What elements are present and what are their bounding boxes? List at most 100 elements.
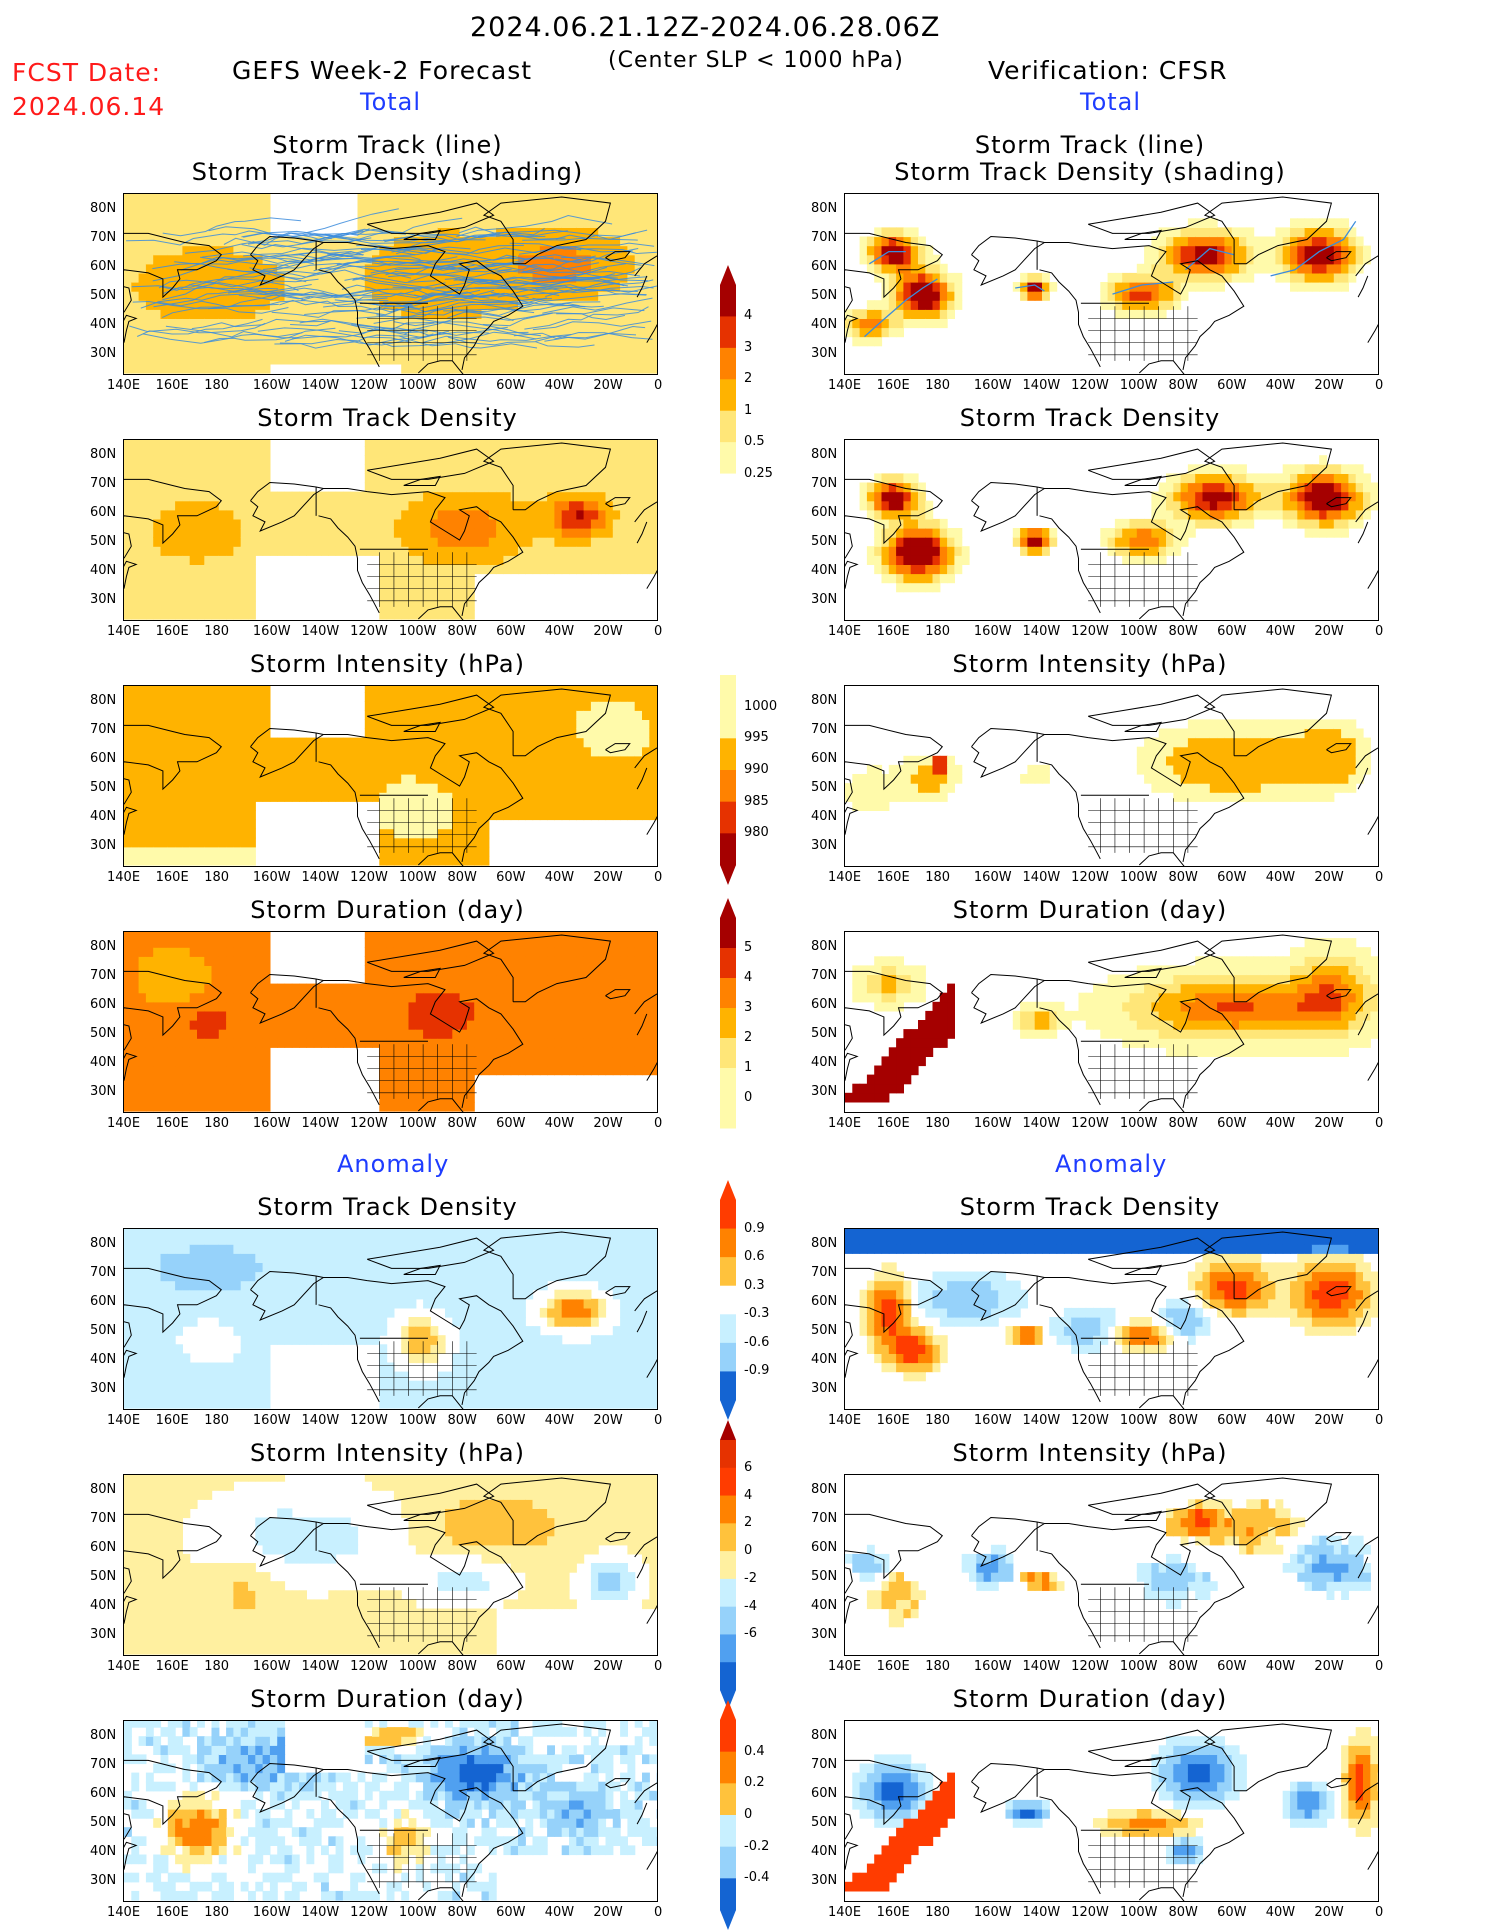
field-cell: [263, 218, 271, 228]
field-cell: [204, 194, 212, 201]
field-cell: [438, 464, 446, 474]
field-cell: [911, 273, 919, 283]
field-cell: [474, 729, 482, 739]
field-cell: [657, 218, 658, 228]
field-cell: [168, 686, 176, 693]
field-cell: [153, 510, 161, 520]
field-cell: [547, 564, 555, 574]
lon-tick-label: 140W: [1023, 378, 1061, 393]
field-cell: [940, 273, 948, 283]
field-cell: [896, 792, 904, 802]
field-cell: [204, 346, 212, 356]
field-cell: [409, 810, 417, 820]
field-cell: [1312, 738, 1320, 748]
field-cell: [401, 774, 409, 784]
field-cell: [1290, 227, 1298, 237]
field-cell: [387, 692, 395, 702]
field-cell: [292, 747, 300, 757]
field-cell: [1188, 528, 1196, 538]
field-cell: [576, 555, 584, 565]
field-cell: [321, 355, 329, 365]
field-cell: [591, 555, 599, 565]
field-cell: [518, 237, 526, 247]
field-cell: [212, 519, 220, 529]
field-cell: [394, 810, 402, 820]
field-cell: [496, 510, 504, 520]
field-cell: [1173, 246, 1181, 256]
field-cell: [627, 510, 635, 520]
field-cell: [874, 483, 882, 493]
field-cell: [233, 820, 241, 830]
field-cell: [1020, 774, 1028, 784]
field-cell: [241, 455, 249, 465]
field-cell: [219, 686, 227, 693]
field-cell: [1122, 528, 1130, 538]
field-cell: [161, 492, 169, 502]
field-cell: [175, 364, 183, 374]
field-cell: [161, 838, 169, 848]
field-cell: [1188, 282, 1196, 292]
field-cell: [635, 792, 643, 802]
field-cell: [226, 838, 234, 848]
field-cell: [613, 701, 621, 711]
field-cell: [649, 200, 657, 210]
field-cell: [649, 701, 657, 711]
field-cell: [423, 592, 431, 602]
field-cell: [635, 719, 643, 729]
lon-tick-label: 160W: [974, 624, 1012, 639]
field-cell: [1297, 792, 1305, 802]
field-cell: [190, 194, 198, 201]
field-cell: [1020, 546, 1028, 556]
field-cell: [896, 510, 904, 520]
field-cell: [562, 501, 570, 511]
field-cell: [1122, 519, 1130, 529]
field-cell: [627, 747, 635, 757]
lat-tick-label: 50N: [811, 534, 837, 549]
field-cell: [474, 692, 482, 702]
field-cell: [1210, 747, 1218, 757]
field-cell: [197, 574, 205, 584]
field-cell: [1115, 546, 1123, 556]
field-cell: [467, 564, 475, 574]
field-cell: [1246, 756, 1254, 766]
field-cell: [358, 747, 366, 757]
field-cell: [1348, 719, 1356, 729]
field-cell: [423, 528, 431, 538]
field-cell: [613, 291, 621, 301]
field-cell: [852, 783, 860, 793]
field-cell: [452, 346, 460, 356]
field-cell: [918, 765, 926, 775]
field-cell: [277, 546, 285, 556]
field-cell: [401, 829, 409, 839]
field-cell: [1115, 519, 1123, 529]
field-cell: [518, 765, 526, 775]
field-cell: [576, 774, 584, 784]
field-cell: [131, 455, 139, 465]
field-cell: [241, 446, 249, 456]
field-cell: [153, 701, 161, 711]
field-cell: [1319, 264, 1327, 274]
field-cell: [416, 564, 424, 574]
field-cell: [212, 574, 220, 584]
field-cell: [1341, 264, 1349, 274]
field-cell: [613, 765, 621, 775]
field-cell: [365, 537, 373, 547]
field-cell: [292, 528, 300, 538]
lat-tick-label: 50N: [90, 780, 116, 795]
field-cell: [518, 501, 526, 511]
field-cell: [525, 200, 533, 210]
field-cell: [874, 537, 882, 547]
field-cell: [903, 519, 911, 529]
field-cell: [401, 765, 409, 775]
field-cell: [379, 318, 387, 328]
field-cell: [168, 592, 176, 602]
field-cell: [1159, 264, 1167, 274]
field-cell: [540, 810, 548, 820]
field-cell: [460, 829, 468, 839]
field-cell: [511, 510, 519, 520]
field-cell: [182, 719, 190, 729]
field-cell: [146, 820, 154, 830]
field-cell: [146, 364, 154, 374]
field-cell: [1159, 729, 1167, 739]
field-cell: [175, 464, 183, 474]
